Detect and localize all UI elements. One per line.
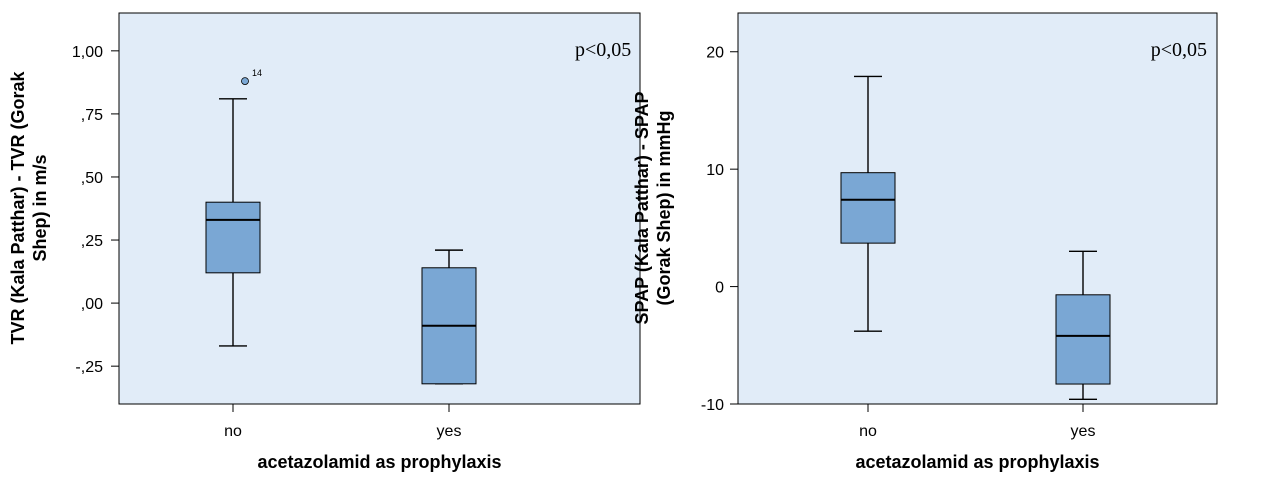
- iqr-box: [205, 201, 261, 274]
- y-tick-label: -,25: [75, 359, 103, 376]
- y-tick-label: ,50: [81, 170, 103, 187]
- y-tick-label: 20: [706, 45, 724, 62]
- y-axis-label-line-2: (Gorak Shep) in mmHg: [654, 110, 674, 305]
- x-axis-label: acetazolamid as prophylaxis: [257, 452, 501, 472]
- y-tick-label: ,00: [81, 296, 103, 313]
- chart-panel-2: 20 10 0 -10 no yes p<0,05 acetazolamid as proph…: [632, 12, 1218, 472]
- plot-area: [118, 12, 641, 405]
- y-tick-label: ,75: [81, 107, 103, 124]
- box-no: [840, 75, 896, 332]
- x-tick-label: yes: [437, 423, 462, 440]
- x-tick-label: no: [224, 423, 242, 440]
- iqr-box: [840, 172, 896, 244]
- y-tick-label: 10: [706, 162, 724, 179]
- x-tick-label: no: [859, 423, 877, 440]
- y-axis-label-line-1: SPAP (Kala Patthar) - SPAP: [632, 91, 652, 324]
- plot-area: [737, 12, 1218, 405]
- y-axis-label-line-1: TVR (Kala Patthar) - TVR (Gorak: [8, 70, 28, 344]
- p-value-annotation: p<0,05: [575, 39, 631, 61]
- iqr-box: [1055, 294, 1111, 385]
- box-yes: [1055, 250, 1111, 401]
- y-tick-label: ,25: [81, 233, 103, 250]
- outlier-label: 14: [252, 68, 262, 78]
- y-tick-label: 1,00: [72, 44, 103, 61]
- p-value-annotation: p<0,05: [1151, 39, 1207, 61]
- outlier-point: [241, 77, 249, 86]
- y-tick-label: -10: [701, 397, 724, 414]
- box-yes: [421, 249, 477, 385]
- y-tick-label: 0: [715, 280, 724, 297]
- y-axis-label-line-2: Shep) in m/s: [30, 154, 50, 261]
- x-axis-label: acetazolamid as prophylaxis: [855, 452, 1099, 472]
- x-tick-label: yes: [1071, 423, 1096, 440]
- box-no: [205, 98, 261, 347]
- chart-panel-1: 1,00 ,75 ,50 ,25 ,00 -,25 no yes 14 p<0,05 acetazo…: [8, 12, 641, 472]
